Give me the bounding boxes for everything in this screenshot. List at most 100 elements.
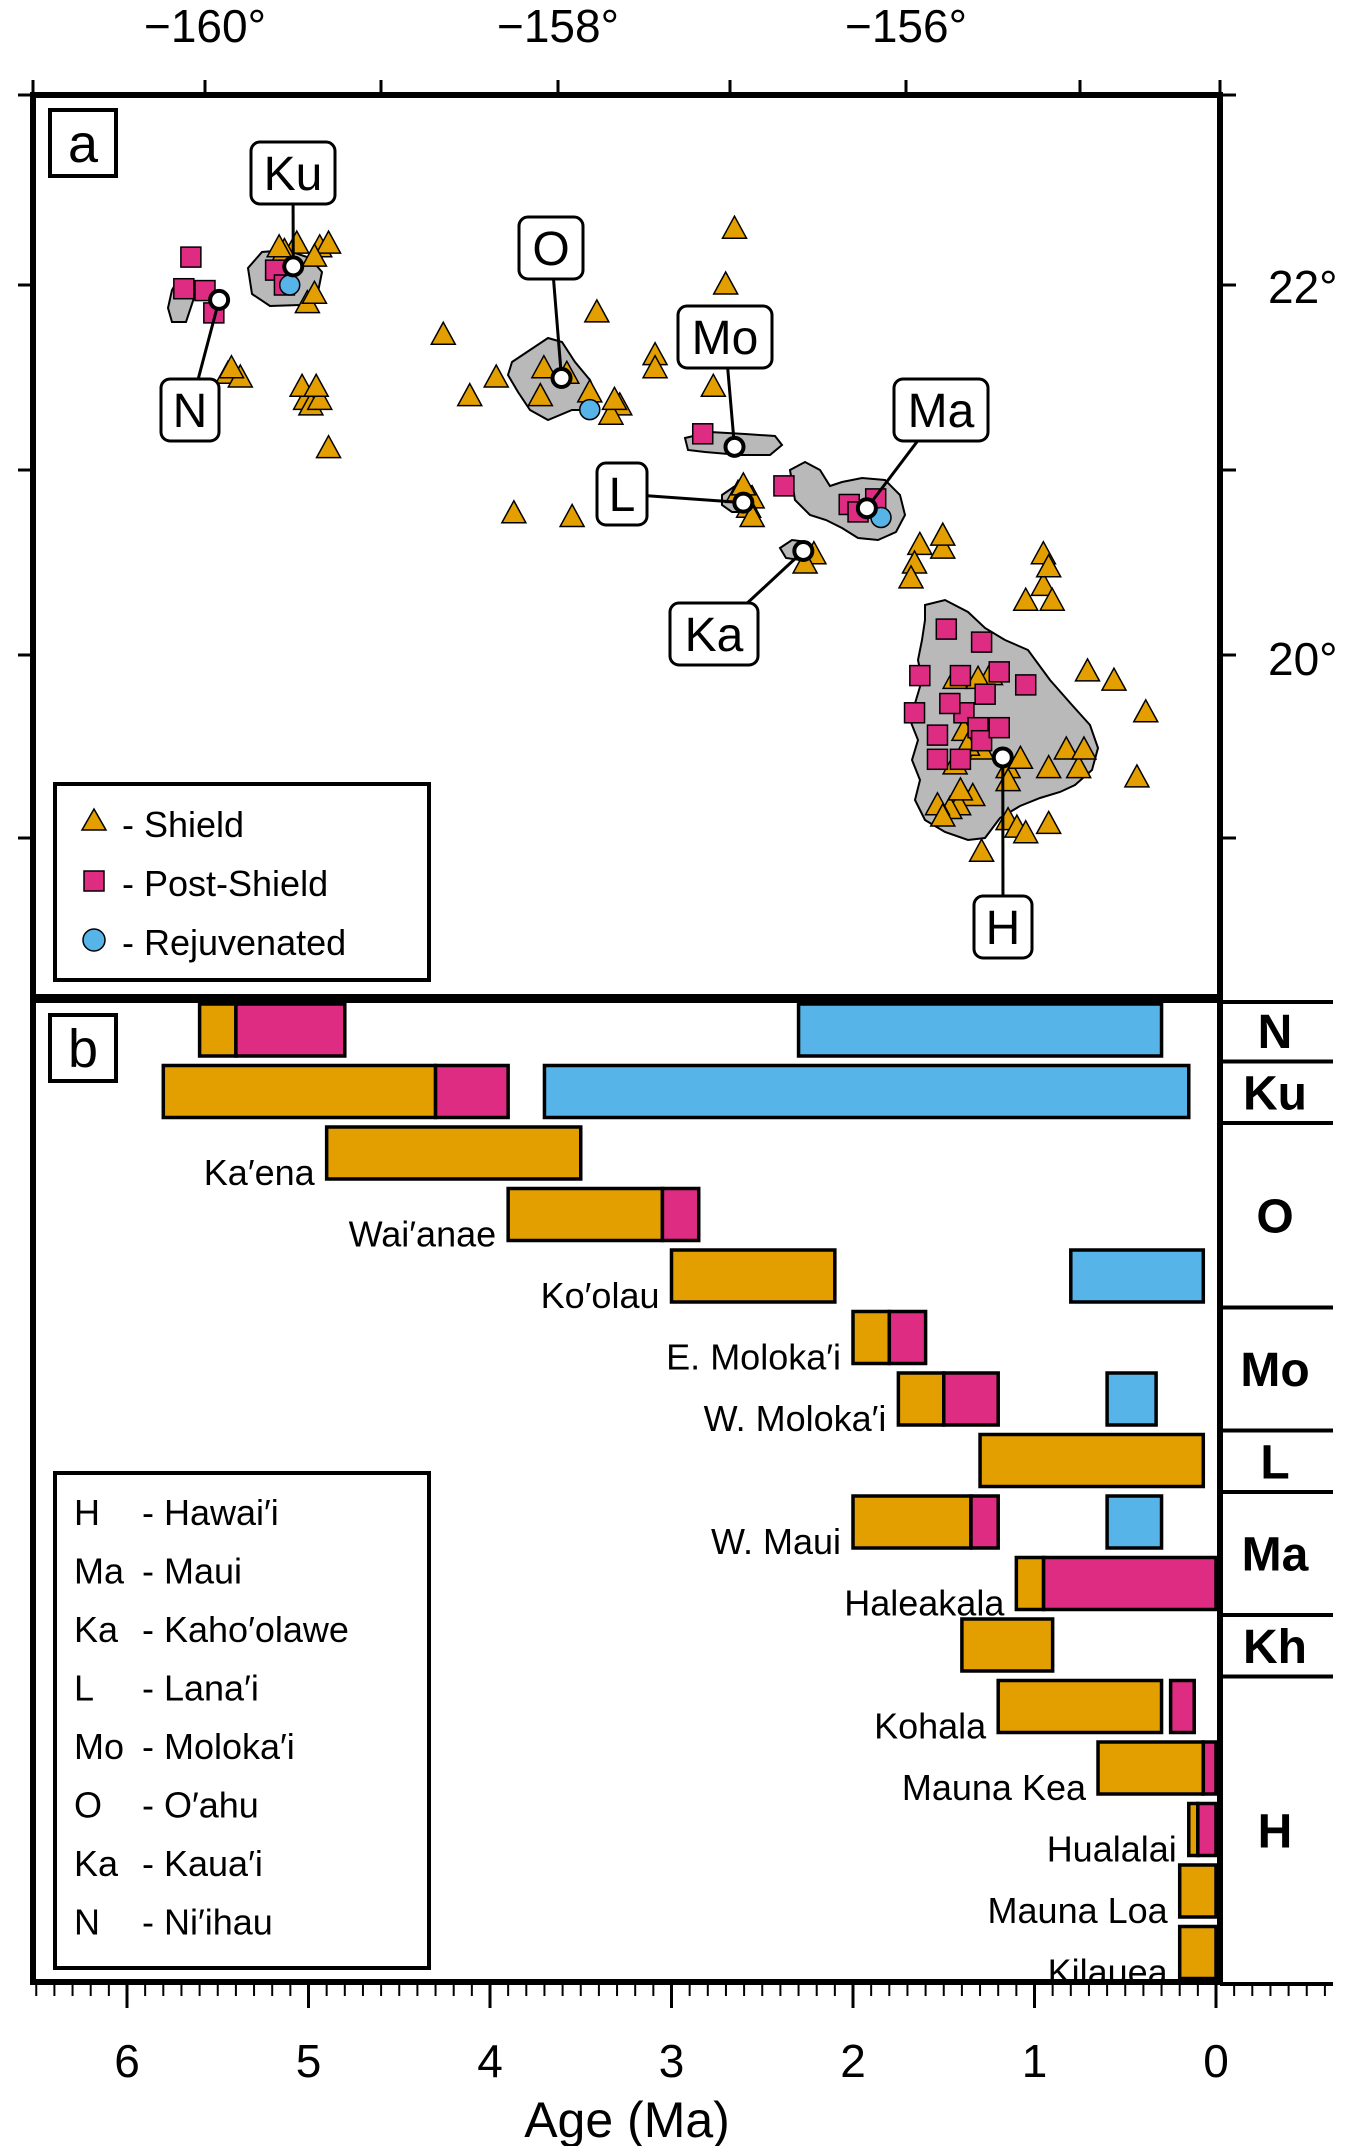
island-label-box [668, 601, 760, 667]
island-locator-dot [208, 288, 231, 311]
post-shield-bar [969, 1494, 1000, 1550]
map-panel: N Ku O Mo L Ma Ka H a - Shield - Post-Shield - … [18, 0, 1338, 1000]
shield-sample-marker [265, 233, 293, 258]
shield-sample-marker [1123, 763, 1151, 788]
legend-post-shield-icon [83, 870, 105, 892]
island-label: Mo [692, 312, 759, 365]
post-shield-sample-marker [988, 661, 1010, 683]
post-shield-bar [234, 1002, 347, 1058]
volcano-label: Ko′olau [541, 1275, 660, 1316]
shield-sample-marker [721, 214, 748, 239]
shield-sample-marker [738, 502, 766, 528]
post-shield-bar [660, 1186, 701, 1243]
shield-sample-marker [430, 320, 457, 345]
post-shield-sample-marker [970, 729, 993, 752]
post-shield-sample-marker [1014, 674, 1037, 696]
post-shield-sample-marker [773, 475, 795, 497]
age-bars [161, 1002, 1218, 1981]
shield-sample-marker [597, 400, 625, 425]
legend-island-name: - Kaua′i [142, 1843, 263, 1884]
shield-sample-marker [306, 385, 333, 411]
rejuvenated-bar [796, 1002, 1164, 1058]
rejuvenated-bar [542, 1063, 1191, 1120]
shield-bar [1014, 1555, 1046, 1612]
shield-bar [1096, 1740, 1206, 1796]
post-shield-bar [433, 1063, 510, 1120]
island-label-box [159, 377, 221, 443]
post-shield-sample-marker [909, 664, 931, 687]
volcano-label: Ka′ena [204, 1152, 316, 1193]
volcano-label: Mauna Loa [988, 1890, 1169, 1931]
lat-tick-label-22: 22° [1268, 261, 1338, 313]
shield-sample-marker [791, 549, 819, 574]
panel-b-label-box [48, 1013, 118, 1083]
post-shield-bar [942, 1371, 1000, 1427]
island-label-box [249, 140, 337, 206]
shield-bar [851, 1494, 973, 1550]
post-shield-sample-marker [988, 716, 1010, 739]
age-tick-label: 6 [114, 2035, 140, 2087]
shield-sample-marker [929, 534, 957, 559]
island-group-label: L [1260, 1436, 1289, 1489]
legend-island-name: - Moloka′i [142, 1726, 295, 1767]
volcano-label: Mauna Kea [902, 1767, 1087, 1808]
lon-tick-label-156: −156° [845, 0, 967, 52]
island-group-label: O [1256, 1190, 1293, 1243]
shield-sample-marker [1100, 666, 1128, 691]
shield-sample-marker [302, 372, 330, 398]
legend-abbr: H [74, 1492, 100, 1533]
shield-sample-marker [1035, 553, 1062, 578]
legend-island-name: - Lana′i [142, 1668, 259, 1709]
lon-tick-label-158: −158° [497, 0, 619, 52]
shield-sample-marker [1035, 809, 1062, 835]
island-label: O [532, 223, 569, 276]
shield-sample-marker [968, 837, 995, 863]
island-locator-dot [792, 539, 815, 562]
shield-bar [960, 1617, 1055, 1673]
shield-sample-marker [1035, 754, 1062, 779]
age-tick-label: 0 [1203, 2035, 1229, 2087]
island-label: L [609, 469, 636, 522]
island-callouts: N Ku O Mo L Ma Ka H [159, 140, 1034, 960]
post-shield-sample-marker [939, 692, 961, 715]
island-group-labels: N Ku O Mo L Ma Kh H [1220, 1000, 1333, 1986]
legend-island-name: - Hawai′i [142, 1492, 279, 1533]
island-locator-dot [991, 746, 1014, 769]
post-shield-sample-marker [974, 683, 996, 705]
island-label-box [892, 377, 990, 443]
shield-sample-marker [301, 242, 328, 267]
island-label: Ku [264, 148, 323, 201]
post-shield-sample-marker [903, 702, 926, 724]
age-axis-title: Age (Ma) [524, 2092, 730, 2146]
island-group-label: Ma [1242, 1529, 1309, 1582]
post-shield-bar [1168, 1678, 1196, 1735]
post-shield-sample-marker [970, 631, 993, 653]
shield-sample-marker [500, 499, 528, 524]
shield-sample-marker [301, 279, 328, 305]
legend-island-name: - Ni′ihau [142, 1902, 273, 1943]
map-legend: - Shield - Post-Shield - Rejuvenated [53, 782, 431, 982]
panel-b-label: b [68, 1019, 98, 1079]
lat-tick-label-20: 20° [1268, 633, 1338, 685]
shield-sample-marker [906, 530, 934, 556]
post-shield-sample-marker [926, 724, 949, 746]
shield-sample-marker [583, 298, 611, 323]
island-label-box [676, 304, 774, 370]
volcano-label: Haleakala [844, 1583, 1005, 1624]
island-label-box [595, 461, 649, 527]
shield-sample-marker [1030, 571, 1057, 597]
island-group-label: Ku [1243, 1067, 1307, 1120]
post-shield-sample-marker [180, 246, 202, 268]
legend-shield-label: - Shield [122, 804, 244, 845]
shield-bar [996, 1678, 1164, 1735]
shield-sample-marker [1012, 586, 1039, 611]
shield-sample-marker [456, 382, 484, 407]
volcano-label: E. Moloka′i [666, 1337, 841, 1378]
shield-sample-marker [218, 354, 245, 379]
island-group-label: H [1258, 1805, 1293, 1858]
island-locator-dot [550, 367, 573, 389]
shield-bar [669, 1248, 837, 1304]
panel-a-label-box [48, 108, 118, 178]
legend-abbr: O [74, 1785, 102, 1826]
